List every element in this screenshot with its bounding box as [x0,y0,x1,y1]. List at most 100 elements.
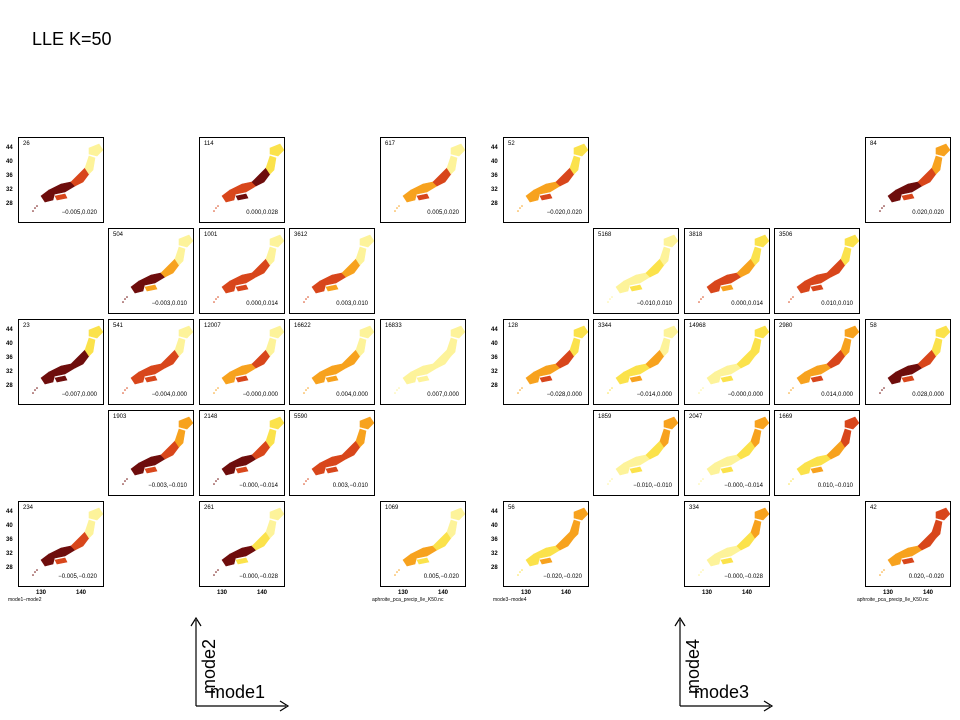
x-tick-label: 130 [398,590,409,596]
island-dot [36,569,38,571]
island-dot [609,298,611,300]
panel-count-label: 3506 [779,232,793,238]
map-panel: 2148 −0.000,−0.014 [199,410,285,496]
japan-region-shape [221,371,237,385]
japan-region-shape [901,375,915,383]
japan-region-shape [533,181,561,195]
japan-region-shape [706,553,722,567]
y-tick-label: 40 [6,159,13,165]
japan-region-shape [754,234,769,248]
island-dot [307,478,309,480]
right-arrow-icon [279,700,290,712]
x-tick-label: 130 [702,590,713,596]
japan-region-shape [88,143,103,157]
japan-region-shape [265,155,277,175]
island-dot [122,301,124,303]
japan-region-shape [265,337,277,357]
japan-region-shape [269,325,284,339]
japan-region-shape [750,246,762,266]
japan-region-shape [84,155,96,175]
y-tick-label: 36 [491,537,498,543]
japan-region-shape [615,371,631,385]
island-dot [609,389,611,391]
japan-region-shape [573,325,588,339]
panel-range-label: −0.000,−0.028 [724,574,763,580]
japan-region-shape [341,440,361,460]
japan-region-shape [235,466,249,474]
japan-region-shape [319,272,347,286]
island-dot [122,483,124,485]
figure-caption: mode1−mode2 [8,597,42,603]
japan-region-shape [810,466,824,474]
island-dot [32,574,34,576]
island-dot [305,389,307,391]
island-dot [519,571,521,573]
japan-region-shape [750,428,762,448]
y-tick-label: 36 [6,173,13,179]
japan-region-shape [615,280,631,294]
panel-count-label: 1069 [385,505,399,511]
map-panel: 2980 0.014,0.000 [774,319,860,405]
island-dot [215,480,217,482]
japan-region-shape [48,363,76,377]
map-panel: 2047 −0.000,−0.014 [684,410,770,496]
japan-region-shape [325,466,339,474]
panel-count-label: 3818 [689,232,703,238]
japan-region-shape [840,428,852,448]
panel-range-label: −0.028,0.000 [546,392,582,398]
island-dot [611,478,613,480]
japan-region-shape [311,462,327,476]
japan-region-shape [840,246,852,266]
japan-region-shape [555,531,575,551]
panel-range-label: 0.020,−0.020 [908,574,944,580]
island-dot [217,296,219,298]
panel-count-label: 52 [508,141,515,147]
y-tick-label: 36 [6,355,13,361]
japan-region-shape [895,545,923,559]
japan-region-shape [450,143,465,157]
island-dot [879,574,881,576]
panel-range-label: 0.020,0.020 [912,210,944,216]
panel-range-label: 0.028,0.000 [912,392,944,398]
japan-region-shape [269,143,284,157]
japan-region-shape [138,363,166,377]
island-dot [394,210,396,212]
map-panel: 1069 0.005,−0.020 [380,501,466,587]
island-dot [790,298,792,300]
island-dot [305,480,307,482]
japan-region-shape [229,454,257,468]
japan-region-shape [659,246,671,266]
island-dot [517,210,519,212]
japan-region-shape [160,349,180,369]
japan-region-shape [311,371,327,385]
japan-region-shape [88,507,103,521]
map-panel: 1669 0.010,−0.010 [774,410,860,496]
map-panel: 3612 0.003,0.010 [289,228,375,314]
panel-count-label: 5168 [598,232,612,238]
island-dot [698,392,700,394]
y-tick-label: 40 [491,159,498,165]
y-tick-label: 28 [6,565,13,571]
x-tick-label: 140 [438,590,449,596]
japan-region-shape [539,557,553,565]
japan-region-shape [931,337,943,357]
japan-region-shape [235,557,249,565]
panel-range-label: 0.000,0.028 [246,210,278,216]
japan-region-shape [917,349,937,369]
japan-region-shape [754,507,769,521]
island-dot [519,207,521,209]
japan-region-shape [416,557,430,565]
japan-region-shape [555,167,575,187]
panel-range-label: −0.000,0.000 [242,392,278,398]
x-tick-label: 130 [521,590,532,596]
island-dot [609,480,611,482]
panel-range-label: 0.005,−0.020 [423,574,459,580]
x-tick-label: 140 [561,590,572,596]
island-dot [394,392,396,394]
japan-region-shape [450,325,465,339]
japan-region-shape [663,325,678,339]
panel-range-label: −0.020,−0.020 [543,574,582,580]
map-panel: 234 −0.005,−0.020 [18,501,104,587]
japan-region-shape [931,519,943,539]
panel-count-label: 3612 [294,232,308,238]
